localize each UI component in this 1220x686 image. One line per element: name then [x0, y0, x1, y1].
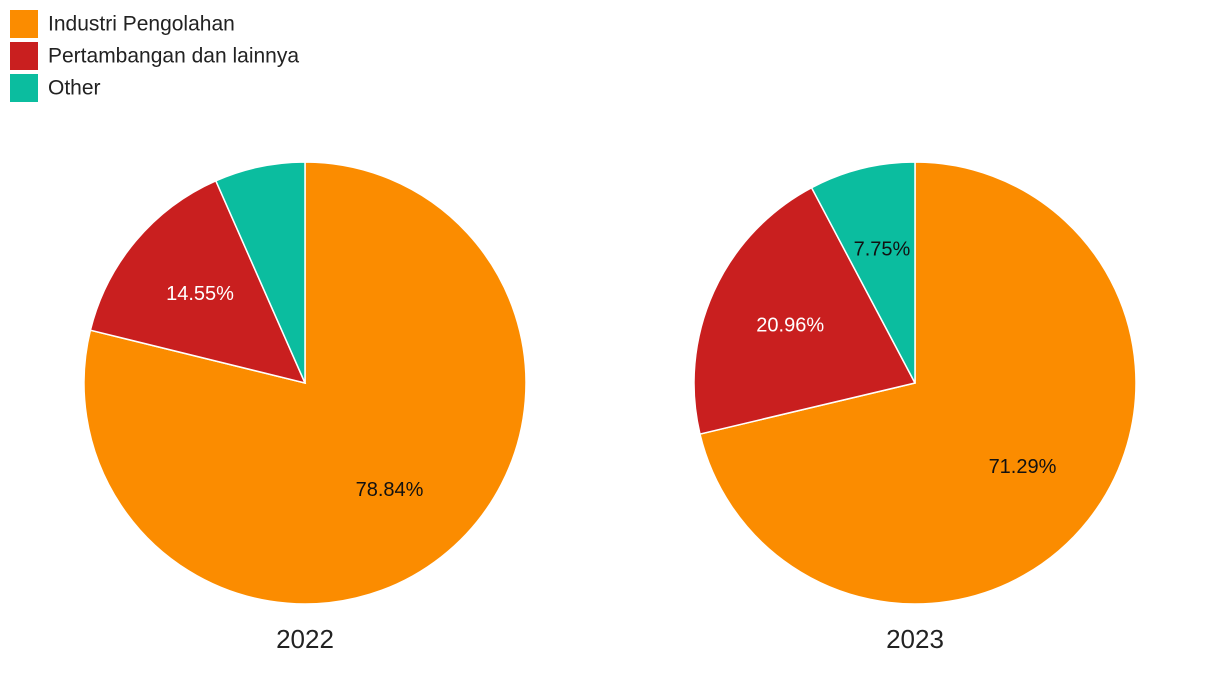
data-label: 20.96% — [756, 315, 824, 337]
data-label: 7.75% — [854, 238, 911, 260]
legend-label: Pertambangan dan lainnya — [48, 45, 299, 68]
pie-slice — [693, 186, 917, 435]
pie-slice — [214, 161, 306, 384]
data-label: 14.55% — [166, 283, 234, 305]
data-label: 71.29% — [989, 456, 1057, 478]
legend-label: Other — [48, 77, 101, 100]
legend-swatch — [10, 10, 38, 38]
data-label: 78.84% — [356, 479, 424, 501]
legend-swatch — [10, 42, 38, 70]
chart-title: 2023 — [886, 624, 944, 654]
pie-slice — [89, 179, 307, 385]
pie-slice — [810, 161, 916, 384]
chart-title: 2022 — [276, 624, 334, 654]
legend-label: Industri Pengolahan — [48, 13, 235, 36]
pie-slice — [699, 161, 1137, 605]
legend-swatch — [10, 74, 38, 102]
